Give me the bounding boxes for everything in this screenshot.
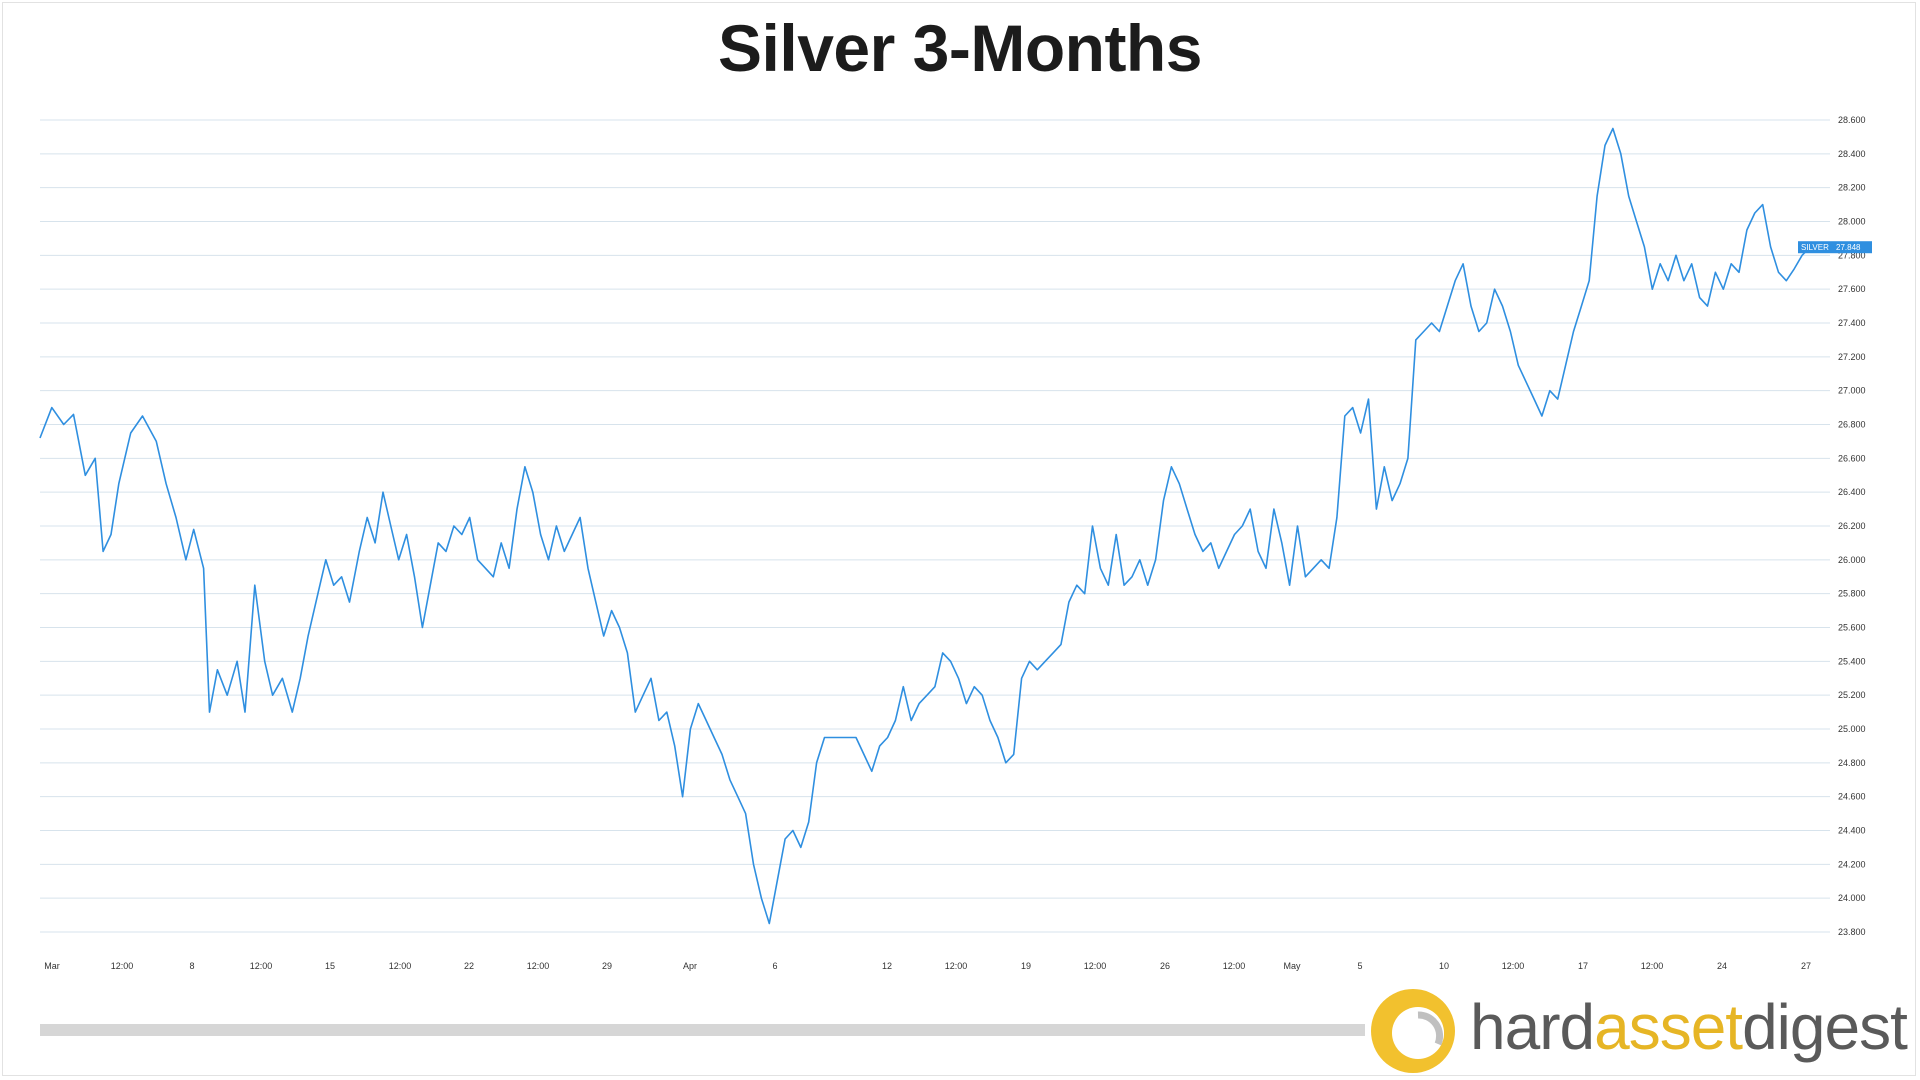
- logo-word-digest: digest: [1742, 991, 1908, 1063]
- x-tick-label: 12:00: [389, 961, 412, 971]
- y-tick-label: 23.800: [1838, 927, 1866, 937]
- x-tick-label: Mar: [44, 961, 60, 971]
- logo-wordmark: hardassetdigest: [1470, 990, 1908, 1064]
- y-tick-label: 27.600: [1838, 284, 1866, 294]
- x-tick-label: 8: [189, 961, 194, 971]
- last-value-badge: [1798, 241, 1872, 254]
- y-tick-label: 24.400: [1838, 826, 1866, 836]
- logo-mark-icon: [1371, 989, 1455, 1073]
- x-tick-label: 12:00: [945, 961, 968, 971]
- y-tick-label: 26.200: [1838, 521, 1866, 531]
- y-tick-label: 25.600: [1838, 623, 1866, 633]
- x-tick-label: 12:00: [1502, 961, 1525, 971]
- x-tick-label: 6: [772, 961, 777, 971]
- logo-word-hard: hard: [1470, 991, 1595, 1063]
- y-tick-label: 26.800: [1838, 420, 1866, 430]
- x-tick-label: 12:00: [527, 961, 550, 971]
- x-tick-label: 29: [602, 961, 612, 971]
- logo-word-asset: asset: [1594, 991, 1743, 1063]
- y-tick-label: 27.200: [1838, 352, 1866, 362]
- y-tick-label: 28.600: [1838, 115, 1866, 125]
- last-value-label: SILVER 27.848: [1798, 241, 1872, 254]
- y-tick-label: 24.000: [1838, 893, 1866, 903]
- y-tick-label: 28.200: [1838, 183, 1866, 193]
- x-tick-label: May: [1283, 961, 1301, 971]
- x-tick-label: 17: [1578, 961, 1588, 971]
- x-tick-label: 12:00: [111, 961, 134, 971]
- progress-bar-decoration: [40, 1024, 1365, 1036]
- x-tick-label: 12:00: [1084, 961, 1107, 971]
- last-value-number: 27.848: [1836, 243, 1861, 252]
- x-tick-label: Apr: [683, 961, 697, 971]
- x-tick-label: 19: [1021, 961, 1031, 971]
- y-axis-ticks: 23.800 24.000 24.200 24.400 24.600 24.800 25.0…: [1838, 115, 1866, 937]
- x-tick-label: 27: [1801, 961, 1811, 971]
- x-axis-ticks: Mar 12:00 8 12:00 15 12:00 22 12:00 29 Apr 6 12 12:0…: [44, 961, 1811, 971]
- y-tick-label: 25.200: [1838, 690, 1866, 700]
- y-tick-label: 26.600: [1838, 453, 1866, 463]
- y-tick-label: 28.000: [1838, 217, 1866, 227]
- x-tick-label: 26: [1160, 961, 1170, 971]
- y-tick-label: 24.600: [1838, 792, 1866, 802]
- x-tick-label: 12:00: [250, 961, 273, 971]
- logo: hardassetdigest: [1368, 984, 1908, 1080]
- y-tick-label: 25.000: [1838, 724, 1866, 734]
- y-tick-label: 27.400: [1838, 318, 1866, 328]
- series-lines: [39, 127, 1811, 925]
- y-tick-label: 25.800: [1838, 589, 1866, 599]
- x-tick-label: 12:00: [1223, 961, 1246, 971]
- y-tick-label: 28.400: [1838, 149, 1866, 159]
- x-tick-label: 24: [1717, 961, 1727, 971]
- y-tick-label: 25.400: [1838, 656, 1866, 666]
- y-tick-label: 27.000: [1838, 386, 1866, 396]
- x-tick-label: 5: [1357, 961, 1362, 971]
- x-tick-label: 22: [464, 961, 474, 971]
- grid: [40, 119, 1830, 933]
- y-tick-label: 27.800: [1838, 250, 1866, 260]
- y-tick-label: 24.200: [1838, 859, 1866, 869]
- chart-title: Silver 3-Months: [718, 11, 1202, 85]
- last-value-name: SILVER: [1801, 243, 1829, 252]
- x-tick-label: 10: [1439, 961, 1449, 971]
- y-tick-label: 26.000: [1838, 555, 1866, 565]
- x-tick-label: 15: [325, 961, 335, 971]
- y-tick-label: 26.400: [1838, 487, 1866, 497]
- y-tick-label: 24.800: [1838, 758, 1866, 768]
- x-tick-label: 12: [882, 961, 892, 971]
- x-tick-label: 12:00: [1641, 961, 1664, 971]
- series-line-silver: [39, 127, 1811, 925]
